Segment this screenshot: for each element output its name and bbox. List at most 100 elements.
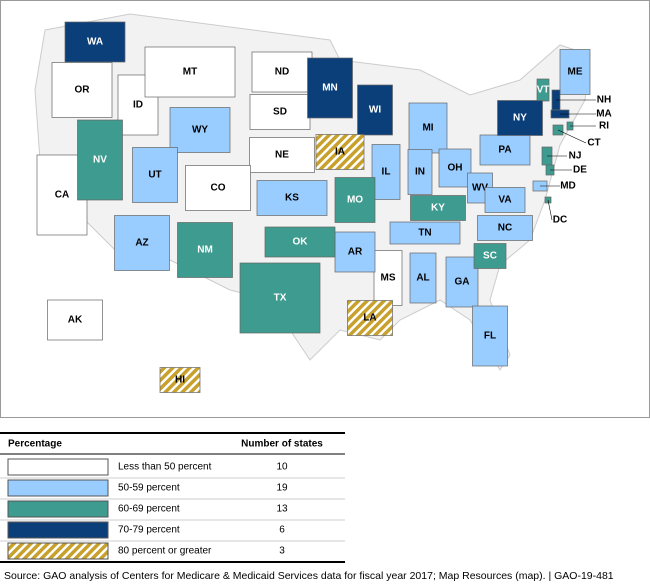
state-label: NH — [597, 95, 611, 106]
state — [373, 250, 403, 306]
state-label: MI — [422, 123, 433, 134]
state-label: ID — [133, 100, 143, 111]
state-label: OH — [448, 163, 463, 174]
state-label: NC — [498, 223, 512, 234]
state-label: NY — [513, 113, 527, 124]
state — [347, 300, 393, 336]
state-label: VA — [498, 195, 511, 206]
state-label: CO — [211, 183, 226, 194]
state — [47, 299, 103, 341]
state-label: IA — [335, 147, 345, 158]
state-label: AK — [68, 315, 83, 326]
state-label: SD — [273, 107, 287, 118]
legend-label: 50-59 percent — [118, 483, 180, 494]
state-label: KS — [285, 193, 299, 204]
legend-swatch — [7, 479, 109, 497]
state-label: CT — [587, 138, 600, 149]
state-label: MD — [560, 181, 576, 192]
state-label: MO — [347, 195, 363, 206]
state-label: DE — [573, 165, 587, 176]
state — [334, 177, 376, 223]
state — [479, 134, 531, 166]
state — [559, 49, 591, 95]
state-label: WY — [192, 125, 208, 136]
state-label: OK — [293, 237, 309, 248]
state — [357, 84, 393, 136]
state — [536, 78, 550, 102]
state — [389, 221, 461, 245]
state-label: GA — [455, 277, 470, 288]
state-label: NM — [197, 245, 213, 256]
state-label: MS — [381, 273, 396, 284]
state-label: IN — [415, 167, 425, 178]
legend-swatch — [7, 521, 109, 539]
state-label: VT — [537, 85, 550, 96]
state — [144, 46, 236, 98]
state — [315, 134, 365, 170]
state-label: PA — [498, 145, 511, 156]
state — [264, 226, 336, 258]
legend-label: 60-69 percent — [118, 504, 180, 515]
state — [408, 102, 448, 154]
state-label: NJ — [569, 151, 582, 162]
state-label: MT — [183, 67, 197, 78]
state — [473, 243, 507, 269]
state — [185, 165, 251, 211]
state-label: NV — [93, 155, 107, 166]
state-label: AZ — [135, 238, 148, 249]
state-label: RI — [599, 121, 609, 132]
state — [169, 107, 231, 153]
legend-label: Less than 50 percent — [118, 462, 212, 473]
state-label: FL — [484, 331, 496, 342]
state — [249, 137, 315, 173]
legend-count: 3 — [279, 546, 285, 557]
state-label: TN — [418, 228, 431, 239]
state — [132, 147, 178, 203]
state-label: WV — [472, 183, 488, 194]
state — [77, 119, 123, 201]
state — [477, 215, 533, 241]
state-label: KY — [431, 203, 445, 214]
source-note: Source: GAO analysis of Centers for Medi… — [4, 570, 614, 582]
state — [64, 21, 126, 63]
legend-count: 10 — [276, 462, 288, 473]
state-label: MN — [322, 83, 338, 94]
legend-header: Percentage — [8, 439, 62, 450]
state-label: ND — [275, 67, 289, 78]
state — [51, 62, 113, 118]
leader-line — [557, 129, 587, 144]
legend-label: 70-79 percent — [118, 525, 180, 536]
state — [438, 148, 472, 188]
state — [472, 305, 508, 367]
state — [409, 252, 437, 304]
state-label: SC — [483, 251, 497, 262]
legend-swatch — [7, 500, 109, 518]
state — [307, 57, 353, 119]
state-label: AR — [348, 247, 363, 258]
legend-label: 80 percent or greater — [118, 546, 212, 557]
state — [114, 215, 170, 271]
legend-swatch — [7, 458, 109, 476]
state — [239, 262, 321, 334]
state — [497, 100, 543, 136]
state-label: MA — [596, 109, 612, 120]
state — [159, 367, 201, 393]
legend-count: 6 — [279, 525, 285, 536]
legend-header: Number of states — [241, 439, 323, 450]
state-label: LA — [363, 313, 376, 324]
state-label: OR — [75, 85, 91, 96]
state-label: UT — [148, 170, 161, 181]
state — [177, 222, 233, 278]
state — [484, 187, 526, 213]
state — [410, 195, 466, 221]
legend-count: 19 — [276, 483, 288, 494]
state — [407, 149, 433, 195]
state — [251, 51, 313, 93]
leader-line — [547, 199, 553, 221]
legend-swatch — [7, 542, 109, 560]
state-label: DC — [553, 215, 567, 226]
state — [445, 256, 479, 308]
state-label: IL — [382, 167, 391, 178]
state — [371, 144, 401, 200]
